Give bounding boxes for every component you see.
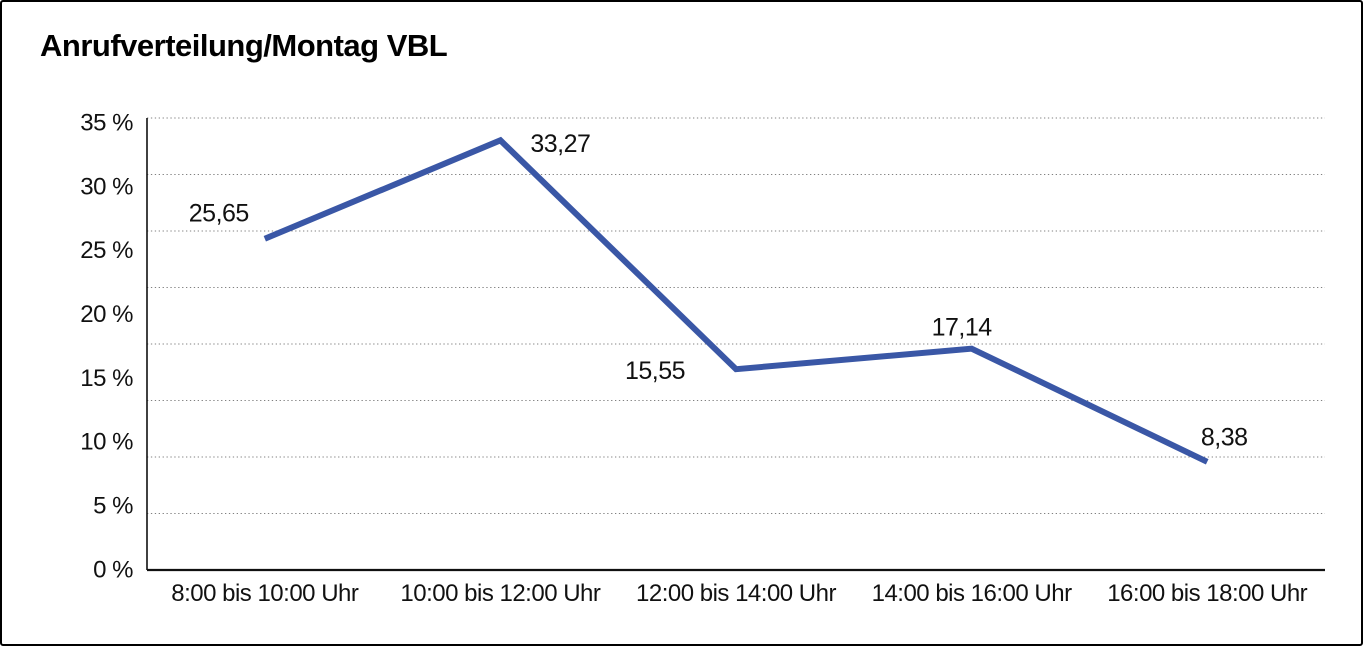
data-value-label: 33,27 bbox=[530, 130, 590, 158]
x-category-label: 8:00 bis 10:00 Uhr bbox=[171, 580, 359, 607]
y-tick-label: 0 % bbox=[93, 556, 133, 583]
chart-title: Anrufverteilung/Montag VBL bbox=[40, 28, 448, 63]
y-tick-label: 5 % bbox=[93, 493, 133, 520]
data-value-label: 15,55 bbox=[625, 357, 685, 385]
y-tick-label: 20 % bbox=[80, 301, 133, 328]
x-category-label: 12:00 bis 14:00 Uhr bbox=[636, 580, 836, 607]
x-category-label: 16:00 bis 18:00 Uhr bbox=[1107, 580, 1307, 607]
y-tick-label: 15 % bbox=[80, 365, 133, 392]
data-value-label: 17,14 bbox=[932, 313, 993, 341]
y-tick-label: 30 % bbox=[80, 173, 133, 200]
y-tick-label: 35 % bbox=[80, 109, 133, 136]
data-value-label: 25,65 bbox=[189, 199, 249, 227]
data-line bbox=[263, 136, 1209, 465]
data-value-label: 8,38 bbox=[1201, 424, 1248, 452]
x-category-label: 10:00 bis 12:00 Uhr bbox=[400, 580, 600, 607]
y-tick-label: 10 % bbox=[80, 429, 133, 456]
y-tick-label: 25 % bbox=[80, 237, 133, 264]
x-category-label: 14:00 bis 16:00 Uhr bbox=[872, 580, 1072, 607]
